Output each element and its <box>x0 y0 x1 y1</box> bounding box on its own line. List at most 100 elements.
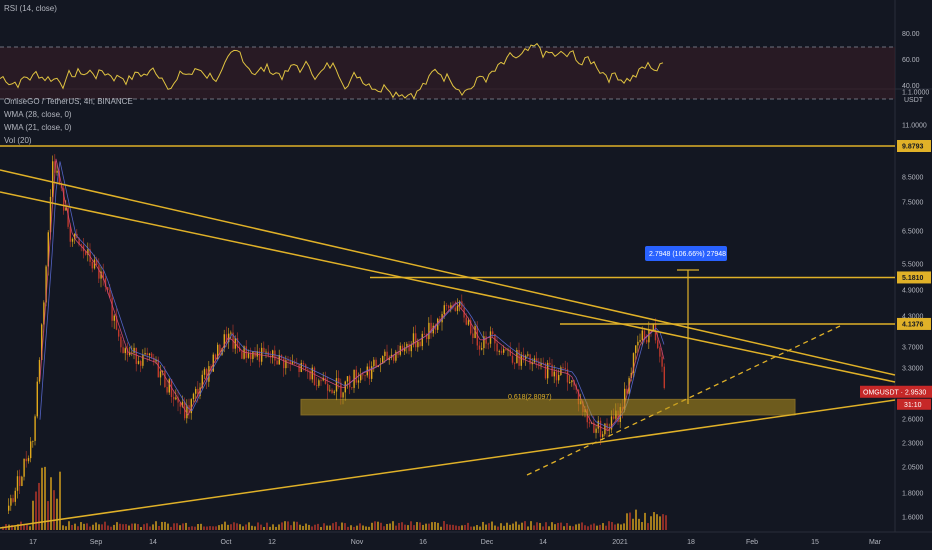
candle-body <box>41 324 43 360</box>
volume-bar <box>86 523 88 530</box>
volume-bar <box>152 524 154 530</box>
candle-body <box>364 375 366 377</box>
candle-body <box>445 305 448 307</box>
volume-bar <box>185 522 187 530</box>
candle-body <box>146 353 148 356</box>
volume-bar <box>233 522 235 530</box>
candle-body <box>426 334 428 340</box>
candle-body <box>408 343 410 352</box>
volume-bar <box>176 523 178 530</box>
candle-body <box>300 362 302 372</box>
price-tick-label: 1.8000 <box>902 491 924 498</box>
candle-body <box>245 346 247 358</box>
candle-body <box>45 266 47 303</box>
candle-body <box>30 441 32 459</box>
candle-body <box>71 238 74 242</box>
price-tick-label: 4.3000 <box>902 314 924 321</box>
volume-bar <box>404 524 406 530</box>
time-tick-label: Feb <box>746 539 758 546</box>
candle-body <box>412 333 415 345</box>
candle-body <box>318 380 320 386</box>
volume-bar <box>584 525 586 530</box>
candle-body <box>663 366 665 388</box>
volume-bar <box>155 521 157 530</box>
volume-bar <box>347 526 349 530</box>
volume-bar <box>512 523 514 530</box>
volume-bar <box>413 525 415 530</box>
volume-bar <box>350 525 352 530</box>
candle-body <box>142 354 144 366</box>
price-tick-label: 2.0500 <box>902 465 924 472</box>
candle-body <box>643 330 646 340</box>
candle-body <box>397 351 399 355</box>
candle-body <box>632 353 635 373</box>
candle-body <box>355 369 357 383</box>
candle-body <box>566 369 569 383</box>
volume-bar <box>317 523 319 530</box>
volume-bar <box>641 522 643 530</box>
trendline-lower <box>0 191 896 383</box>
volume-bar <box>491 521 493 530</box>
volume-bar <box>194 526 196 530</box>
time-tick-label: Mar <box>869 539 882 546</box>
volume-bar <box>425 523 427 530</box>
volume-bar <box>20 521 22 530</box>
candle-body <box>98 265 100 279</box>
countdown-label: 31:10 <box>904 402 922 409</box>
volume-bar <box>74 523 76 530</box>
volume-bar <box>191 526 193 530</box>
chart-title: OmiseGO / TetherUS, 4h, BINANCE <box>4 97 133 106</box>
candle-body <box>206 369 208 382</box>
candle-body <box>43 302 45 325</box>
volume-bar <box>521 522 523 530</box>
volume-bar <box>479 526 481 530</box>
volume-bar <box>110 526 112 530</box>
candle-body <box>104 278 107 288</box>
candle-body <box>175 397 177 400</box>
volume-bar <box>452 524 454 530</box>
volume-bar <box>362 525 364 530</box>
candle-body <box>135 347 137 364</box>
volume-bar <box>62 525 64 530</box>
level-badge-bg <box>897 271 931 284</box>
candle-body <box>32 440 34 442</box>
volume-bar <box>278 524 280 530</box>
volume-bar <box>551 522 553 530</box>
volume-bar <box>329 525 331 530</box>
candle-body <box>199 387 201 396</box>
candle-body <box>351 387 353 389</box>
volume-bar <box>95 522 97 530</box>
volume-bar <box>419 522 421 530</box>
candle-body <box>637 341 639 346</box>
candle-body <box>214 354 217 360</box>
time-tick-label: Dec <box>481 539 494 546</box>
candle-body <box>265 351 267 353</box>
volume-bar <box>146 523 148 530</box>
volume-bar <box>623 523 625 530</box>
time-tick-label: 15 <box>811 539 819 546</box>
volume-bar <box>254 526 256 530</box>
volume-bar <box>47 501 49 530</box>
volume-bar <box>209 526 211 530</box>
candle-body <box>617 410 619 422</box>
candle-body <box>87 249 89 255</box>
candle-body <box>613 416 615 419</box>
volume-bar <box>596 525 598 530</box>
volume-bar <box>407 525 409 530</box>
support-zone <box>300 398 796 416</box>
candle-body <box>478 345 481 350</box>
candle-body <box>34 416 36 441</box>
candle-body <box>120 336 122 348</box>
candle-body <box>434 325 437 330</box>
rsi-line <box>0 42 664 100</box>
candle-body <box>395 351 397 361</box>
volume-bar <box>647 523 649 530</box>
candle-body <box>555 371 558 381</box>
volume-bar <box>386 523 388 530</box>
candle-body <box>476 326 478 346</box>
measure-label-bg <box>645 246 727 261</box>
volume-bar <box>569 525 571 530</box>
volume-bar <box>566 522 568 530</box>
volume-bar <box>227 524 229 530</box>
